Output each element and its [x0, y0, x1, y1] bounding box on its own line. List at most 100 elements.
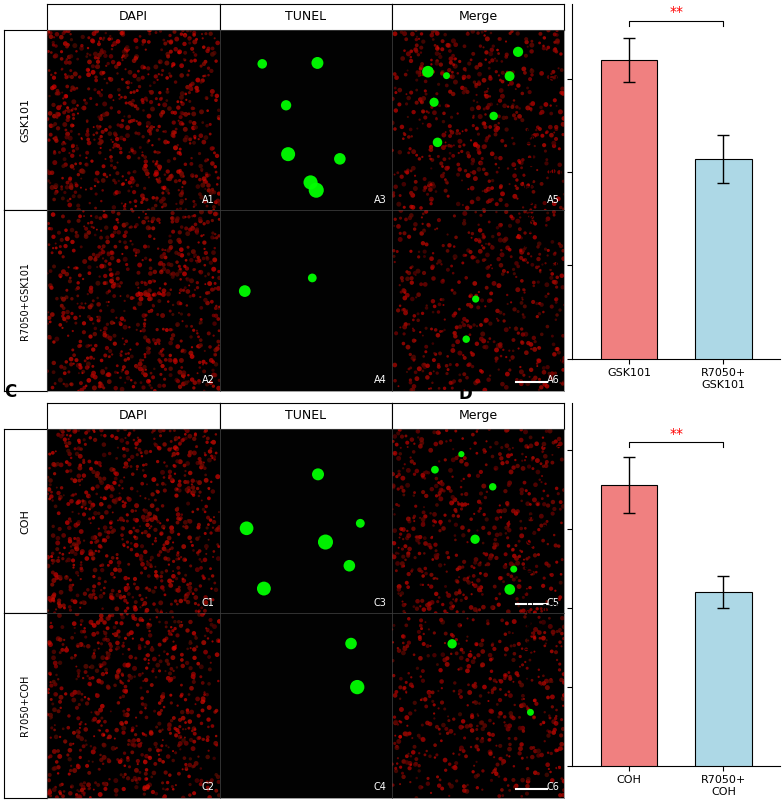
Point — [179, 476, 191, 488]
Point — [62, 554, 74, 567]
Point — [72, 760, 85, 773]
Point — [171, 442, 183, 455]
Point — [417, 106, 430, 118]
Point — [472, 193, 485, 206]
Point — [417, 35, 430, 48]
Point — [187, 102, 200, 115]
Point — [96, 676, 108, 689]
Point — [432, 684, 445, 697]
Point — [472, 649, 485, 662]
Point — [105, 481, 118, 494]
Point — [517, 774, 529, 787]
Point — [74, 310, 86, 322]
Point — [183, 531, 196, 544]
Point — [546, 691, 559, 704]
Point — [82, 779, 95, 791]
Point — [431, 572, 444, 585]
Point — [119, 253, 132, 266]
Point — [503, 719, 516, 732]
Point — [181, 273, 194, 286]
Point — [127, 380, 140, 393]
Point — [499, 710, 511, 723]
Point — [406, 260, 419, 273]
Point — [87, 465, 100, 478]
Point — [151, 485, 164, 498]
Point — [550, 482, 563, 495]
Point — [492, 339, 505, 352]
Point — [170, 432, 183, 445]
Point — [440, 627, 452, 640]
Point — [69, 102, 82, 115]
Point — [474, 156, 487, 169]
Point — [184, 446, 197, 459]
Point — [207, 271, 220, 284]
Point — [72, 639, 85, 652]
Point — [519, 655, 532, 668]
Point — [409, 353, 422, 366]
Point — [89, 322, 102, 335]
Point — [201, 688, 213, 701]
Point — [136, 149, 149, 162]
Point — [134, 363, 147, 376]
Point — [56, 310, 69, 322]
Point — [542, 244, 554, 257]
Point — [122, 578, 134, 591]
Point — [549, 724, 561, 737]
Point — [503, 243, 516, 256]
Point — [410, 291, 423, 304]
Point — [67, 554, 79, 567]
Point — [492, 228, 505, 241]
Point — [402, 747, 415, 760]
Point — [558, 188, 571, 201]
Point — [554, 742, 567, 755]
Point — [50, 755, 63, 768]
Point — [52, 673, 64, 686]
Point — [146, 513, 158, 526]
Point — [492, 69, 505, 82]
Point — [159, 125, 172, 138]
Point — [51, 85, 64, 98]
Point — [445, 601, 458, 614]
Point — [140, 193, 153, 206]
Point — [540, 459, 553, 472]
Point — [82, 31, 95, 44]
Point — [484, 551, 496, 564]
Point — [503, 515, 515, 528]
Point — [80, 158, 93, 171]
Point — [172, 561, 184, 574]
Point — [119, 91, 132, 104]
Point — [145, 367, 158, 380]
Point — [424, 507, 437, 520]
Point — [56, 63, 68, 76]
Point — [193, 489, 205, 502]
Point — [165, 354, 177, 367]
Point — [158, 98, 171, 111]
Point — [137, 464, 150, 477]
Point — [167, 575, 180, 588]
Point — [199, 448, 212, 461]
Point — [537, 632, 550, 645]
Point — [122, 459, 134, 472]
Point — [213, 374, 226, 387]
Point — [463, 524, 475, 537]
Point — [550, 99, 563, 112]
Point — [546, 372, 558, 385]
Point — [456, 198, 469, 211]
Point — [171, 724, 183, 737]
Point — [550, 45, 563, 58]
Point — [165, 368, 177, 381]
Point — [424, 183, 437, 196]
Point — [96, 511, 108, 524]
Point — [541, 681, 554, 694]
Point — [64, 64, 77, 77]
Point — [67, 538, 80, 550]
Point — [421, 599, 434, 612]
Point — [390, 327, 402, 340]
Point — [154, 257, 167, 270]
Point — [69, 311, 82, 324]
Point — [140, 211, 152, 224]
Point — [143, 343, 155, 355]
Point — [516, 87, 528, 100]
Point — [405, 361, 417, 374]
Point — [491, 513, 503, 526]
